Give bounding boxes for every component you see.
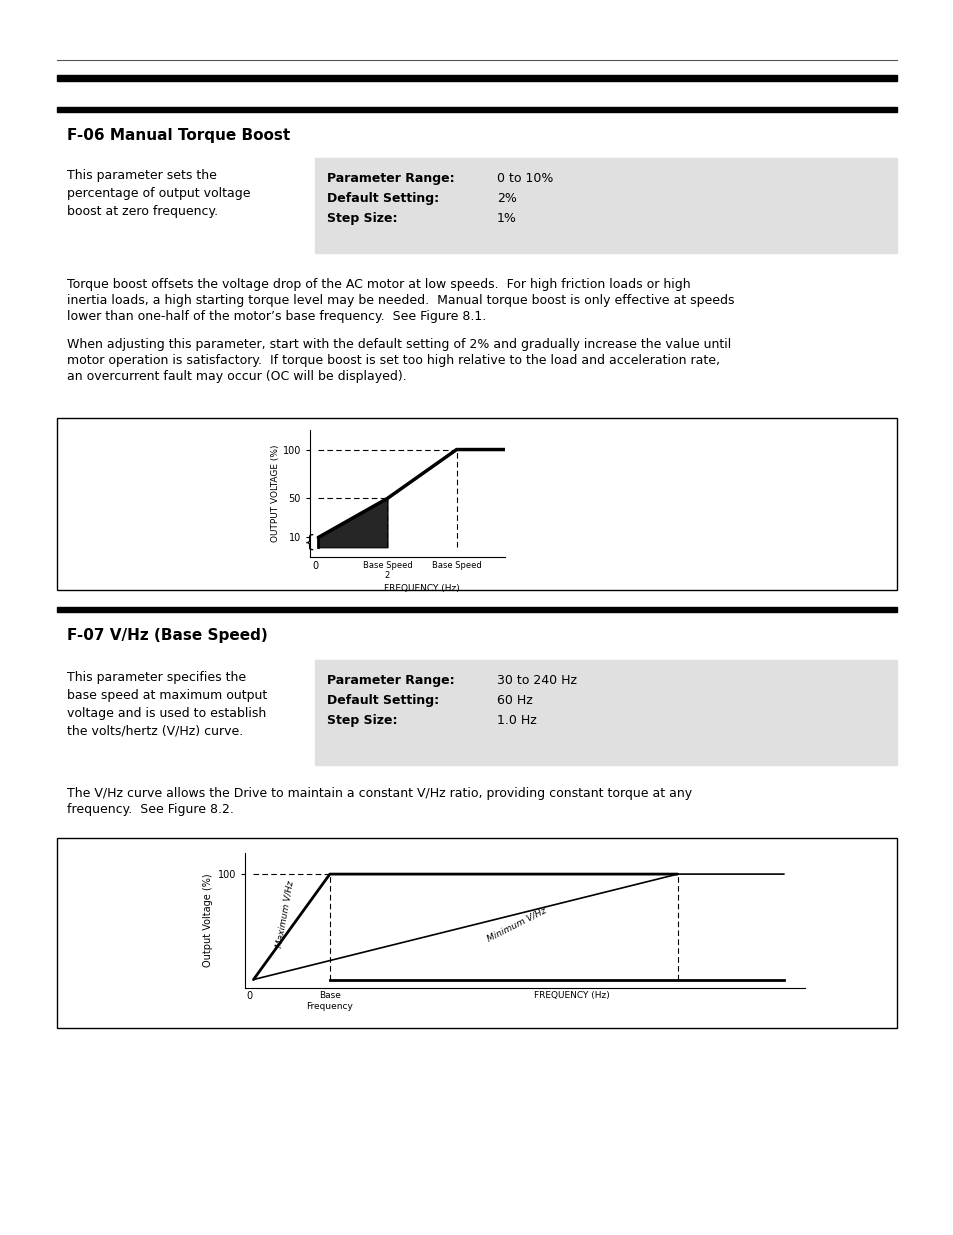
Y-axis label: Output Voltage (%): Output Voltage (%) bbox=[203, 873, 213, 967]
Text: Parameter Range:: Parameter Range: bbox=[327, 674, 455, 687]
Text: When adjusting this parameter, start with the default setting of 2% and graduall: When adjusting this parameter, start wit… bbox=[67, 338, 731, 351]
Text: 30 to 240 Hz: 30 to 240 Hz bbox=[497, 674, 577, 687]
Bar bbox=[57, 75, 896, 82]
Text: voltage and is used to establish: voltage and is used to establish bbox=[67, 706, 266, 720]
Bar bbox=[57, 417, 896, 590]
Text: This parameter sets the: This parameter sets the bbox=[67, 169, 216, 182]
Text: F-06 Manual Torque Boost: F-06 Manual Torque Boost bbox=[67, 128, 290, 143]
Text: 1.0 Hz: 1.0 Hz bbox=[497, 714, 537, 727]
Text: FREQUENCY (Hz): FREQUENCY (Hz) bbox=[384, 584, 459, 593]
Text: Step Size:: Step Size: bbox=[327, 714, 397, 727]
Text: lower than one-half of the motor’s base frequency.  See Figure 8.1.: lower than one-half of the motor’s base … bbox=[67, 310, 486, 324]
Bar bbox=[314, 659, 896, 764]
Text: {: { bbox=[303, 534, 314, 551]
Text: Base
Frequency: Base Frequency bbox=[306, 992, 353, 1010]
Text: base speed at maximum output: base speed at maximum output bbox=[67, 689, 267, 701]
Text: Base Speed: Base Speed bbox=[362, 561, 412, 569]
Text: an overcurrent fault may occur (OC will be displayed).: an overcurrent fault may occur (OC will … bbox=[67, 370, 406, 383]
Text: 1%: 1% bbox=[497, 212, 517, 225]
Text: 0: 0 bbox=[246, 992, 252, 1002]
Bar bbox=[57, 606, 896, 613]
Text: frequency.  See Figure 8.2.: frequency. See Figure 8.2. bbox=[67, 803, 233, 816]
Text: This parameter specifies the: This parameter specifies the bbox=[67, 671, 246, 684]
Text: The V/Hz curve allows the Drive to maintain a constant V/Hz ratio, providing con: The V/Hz curve allows the Drive to maint… bbox=[67, 787, 691, 800]
Bar bbox=[57, 107, 896, 112]
Text: 2%: 2% bbox=[497, 191, 517, 205]
Text: Parameter Range:: Parameter Range: bbox=[327, 172, 455, 185]
Bar bbox=[314, 158, 896, 253]
Text: 60 Hz: 60 Hz bbox=[497, 694, 532, 706]
Text: Minimum V/Hz: Minimum V/Hz bbox=[485, 906, 547, 944]
Text: Maximum V/Hz: Maximum V/Hz bbox=[274, 881, 295, 948]
Bar bbox=[57, 839, 896, 1028]
Text: motor operation is satisfactory.  If torque boost is set too high relative to th: motor operation is satisfactory. If torq… bbox=[67, 354, 720, 367]
Text: the volts/hertz (V/Hz) curve.: the volts/hertz (V/Hz) curve. bbox=[67, 725, 243, 739]
Text: 2: 2 bbox=[384, 571, 390, 579]
Text: FREQUENCY (Hz): FREQUENCY (Hz) bbox=[534, 992, 609, 1000]
Text: Base Speed: Base Speed bbox=[432, 561, 481, 569]
Text: 0: 0 bbox=[313, 561, 318, 571]
Text: Step Size:: Step Size: bbox=[327, 212, 397, 225]
Text: Default Setting:: Default Setting: bbox=[327, 694, 438, 706]
Text: F-07 V/Hz (Base Speed): F-07 V/Hz (Base Speed) bbox=[67, 629, 268, 643]
Text: percentage of output voltage: percentage of output voltage bbox=[67, 186, 251, 200]
Text: Default Setting:: Default Setting: bbox=[327, 191, 438, 205]
Text: inertia loads, a high starting torque level may be needed.  Manual torque boost : inertia loads, a high starting torque le… bbox=[67, 294, 734, 308]
Text: boost at zero frequency.: boost at zero frequency. bbox=[67, 205, 218, 219]
Text: 0 to 10%: 0 to 10% bbox=[497, 172, 553, 185]
Text: Torque boost offsets the voltage drop of the AC motor at low speeds.  For high f: Torque boost offsets the voltage drop of… bbox=[67, 278, 690, 291]
Y-axis label: OUTPUT VOLTAGE (%): OUTPUT VOLTAGE (%) bbox=[271, 445, 279, 542]
